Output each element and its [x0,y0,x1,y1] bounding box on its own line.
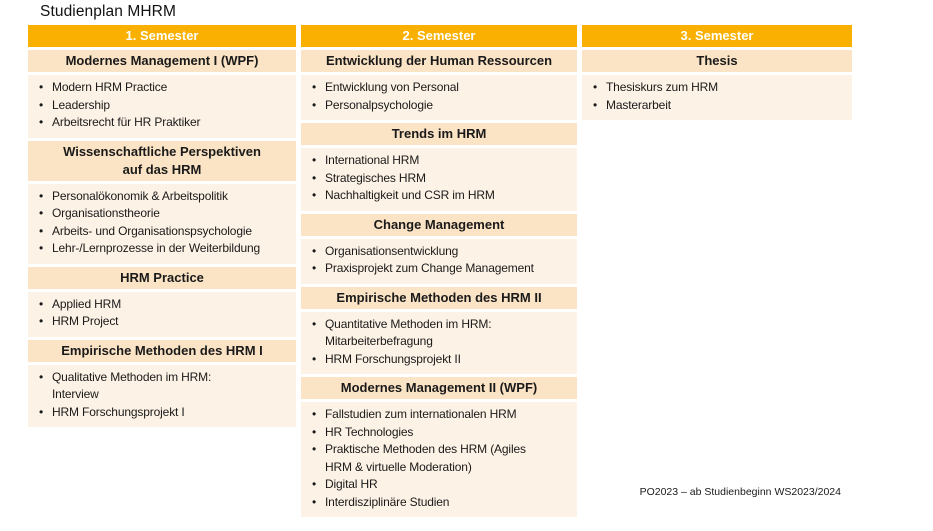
module-title: Entwicklung der Human Ressourcen [301,50,577,72]
course-item: HRM Forschungsprojekt II [305,351,571,369]
semester-column-2: 2. Semester Entwicklung der Human Ressour… [301,25,577,520]
course-item: Quantitative Methoden im HRM: Mitarbeite… [305,316,571,351]
course-item: Arbeitsrecht für HR Praktiker [32,114,290,132]
module-title: Change Management [301,213,577,236]
module-title: Modernes Management I (WPF) [28,50,296,72]
semester-column-header: 3. Semester [582,25,852,47]
course-list: Personalökonomik & ArbeitspolitikOrganis… [28,183,296,264]
footnote: PO2023 – ab Studienbeginn WS2023/2024 [639,486,841,498]
module-title: Modernes Management II (WPF) [301,377,577,399]
course-item: Applied HRM [32,296,290,314]
course-item: Arbeits- und Organisationspsychologie [32,223,290,241]
module-title: HRM Practice [28,266,296,289]
course-item: Thesiskurs zum HRM [586,79,846,97]
course-list: Modern HRM PracticeLeadershipArbeitsrech… [28,75,296,138]
course-item: HRM Forschungsprojekt I [32,404,290,422]
course-list: Thesiskurs zum HRMMasterarbeit [582,75,852,120]
course-item: Personalökonomik & Arbeitspolitik [32,188,290,206]
semester-column-header: 2. Semester [301,25,577,47]
course-item: Personalpsychologie [305,97,571,115]
course-item: International HRM [305,152,571,170]
studyplan-table: 1. Semester Modernes Management I (WPF) Mo… [28,25,852,520]
module-title: Empirische Methoden des HRM I [28,339,296,362]
course-item: Modern HRM Practice [32,79,290,97]
module-title: Thesis [582,50,852,72]
page-title: Studienplan MHRM [40,3,176,20]
module-title: Trends im HRM [301,123,577,145]
course-item: Digital HR [305,476,571,494]
course-item: Strategisches HRM [305,170,571,188]
course-list: Applied HRMHRM Project [28,291,296,337]
course-item: HR Technologies [305,424,571,442]
course-item: Organisationstheorie [32,205,290,223]
course-item: Qualitative Methoden im HRM: Interview [32,369,290,404]
course-item: HRM Project [32,313,290,331]
module-title: Empirische Methoden des HRM II [301,286,577,309]
course-item: Entwicklung von Personal [305,79,571,97]
module-title: Wissenschaftliche Perspektiven auf das H… [28,140,296,181]
course-list: Quantitative Methoden im HRM: Mitarbeite… [301,311,577,374]
course-item: Masterarbeit [586,97,846,115]
course-item: Lehr-/Lernprozesse in der Weiterbildung [32,240,290,258]
course-item: Leadership [32,97,290,115]
course-item: Fallstudien zum internationalen HRM [305,406,571,424]
semester-column-3: 3. Semester Thesis Thesiskurs zum HRMMaste… [582,25,852,123]
course-list: Fallstudien zum internationalen HRMHR Te… [301,402,577,517]
course-list: Entwicklung von PersonalPersonalpsycholo… [301,75,577,120]
course-list: International HRMStrategisches HRMNachha… [301,148,577,211]
course-item: Praktische Methoden des HRM (Agiles HRM … [305,441,571,476]
course-list: Qualitative Methoden im HRM: InterviewHR… [28,364,296,427]
semester-column-1: 1. Semester Modernes Management I (WPF) Mo… [28,25,296,430]
semester-column-header: 1. Semester [28,25,296,47]
course-item: Praxisprojekt zum Change Management [305,260,571,278]
course-item: Organisationsentwicklung [305,243,571,261]
course-item: Interdisziplinäre Studien [305,494,571,512]
course-list: OrganisationsentwicklungPraxisprojekt zu… [301,238,577,284]
course-item: Nachhaltigkeit und CSR im HRM [305,187,571,205]
